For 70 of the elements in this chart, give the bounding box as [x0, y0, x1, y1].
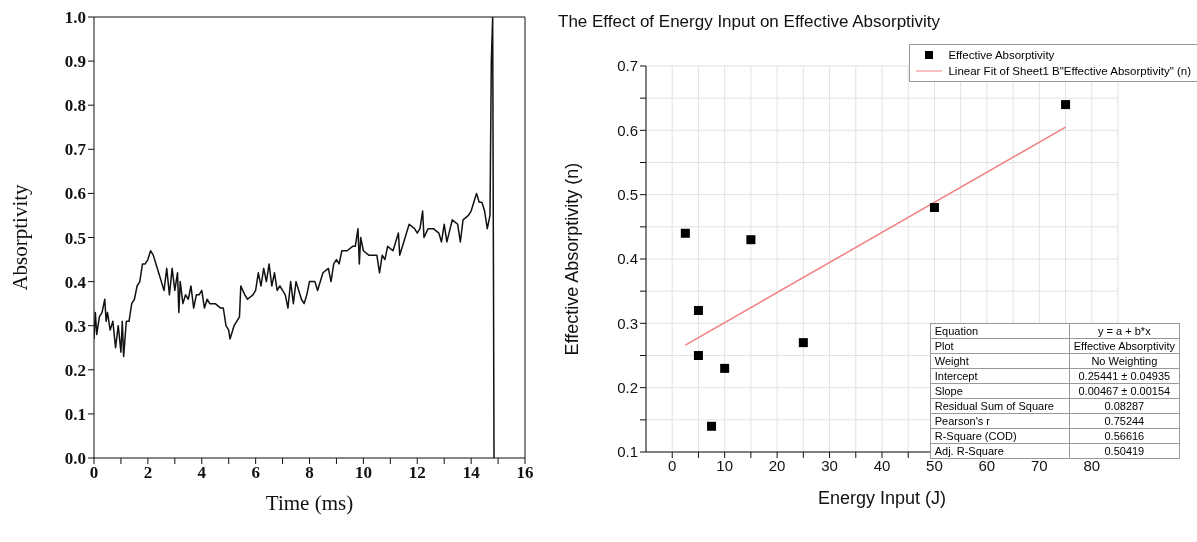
annotation: Pearson's r — [930, 413, 1070, 429]
x-axis-title: Energy Input (J) — [817, 488, 947, 508]
y-tick-label: 0.5 — [64, 228, 86, 248]
y-tick-label: 0.3 — [64, 316, 86, 336]
x-axis-title: Time (ms) — [265, 491, 354, 515]
legend-label: Effective Absorptivity — [948, 48, 1055, 63]
point — [680, 228, 690, 238]
y-tick-label: 0.6 — [64, 184, 86, 204]
annotation: y = a + b*x — [1069, 323, 1180, 339]
x-tick-label: 16 — [516, 463, 534, 483]
x-tick-label: 30 — [821, 456, 838, 474]
y-tick-label: 0.4 — [617, 250, 638, 268]
y-tick-label: 0.6 — [617, 121, 638, 139]
y-tick-label: 0.5 — [617, 185, 638, 203]
annotation: Equation — [930, 323, 1070, 339]
x-tick-label: 0 — [89, 463, 99, 483]
chart-title: The Effect of Energy Input on Effective Absorptivity — [558, 12, 941, 32]
x-tick-label: 12 — [408, 463, 426, 483]
y-tick-label: 0.4 — [64, 272, 87, 292]
annotation: 0.08287 — [1069, 398, 1180, 414]
y-tick-label: 0.1 — [617, 443, 638, 461]
y-tick-label: 1.0 — [64, 8, 86, 28]
x-tick-label: 20 — [768, 456, 786, 474]
x-tick-label: 80 — [1083, 456, 1101, 474]
y-tick-label: 0.8 — [64, 96, 86, 116]
annotation: Intercept — [930, 368, 1070, 384]
x-tick-label: 6 — [251, 463, 260, 483]
annotation: No Weighting — [1069, 353, 1180, 369]
annotation: Weight — [930, 353, 1070, 369]
y-axis-title: Absorptivity — [8, 183, 33, 291]
point — [693, 351, 703, 360]
y-tick-label: 0.0 — [64, 449, 86, 469]
annotation: Adj. R-Square — [930, 443, 1070, 459]
y-tick-label: 0.7 — [617, 57, 638, 75]
point — [746, 235, 756, 245]
x-tick-label: 60 — [978, 456, 996, 474]
x-tick-label: 2 — [143, 463, 153, 483]
legend-label: Linear Fit of Sheet1 B"Effective Absorptivity" (n) — [948, 64, 1191, 79]
x-tick-label: 10 — [354, 463, 372, 483]
y-tick-label: 0.7 — [64, 140, 87, 160]
y-tick-label: 0.3 — [617, 314, 638, 332]
point — [720, 363, 730, 373]
annotation: Effective Absorptivity — [1069, 338, 1180, 354]
y-tick-label: 0.1 — [64, 404, 86, 424]
annotation: 0.56616 — [1069, 428, 1180, 444]
annotation: 0.25441 ± 0.04935 — [1069, 368, 1180, 384]
x-tick-label: 40 — [873, 456, 891, 474]
x-tick-label: 10 — [716, 456, 734, 474]
annotation: Residual Sum of Square — [930, 398, 1070, 414]
annotation: 0.75244 — [1069, 413, 1180, 429]
annotation: Plot — [930, 338, 1070, 354]
x-tick-label: 4 — [197, 463, 207, 483]
y-tick-label: 0.2 — [64, 360, 86, 380]
x-tick-label: 14 — [462, 463, 481, 483]
x-tick-label: 0 — [668, 456, 677, 474]
x-tick-label: 50 — [926, 456, 943, 474]
point — [798, 338, 808, 348]
point — [1061, 100, 1071, 110]
point — [693, 305, 703, 315]
point — [929, 203, 939, 213]
y-tick-label: 0.9 — [64, 52, 86, 72]
annotation: 0.50419 — [1069, 443, 1180, 459]
annotation: 0.00467 ± 0.00154 — [1069, 383, 1180, 399]
y-tick-label: 0.2 — [617, 378, 638, 396]
annotation: Slope — [930, 383, 1070, 399]
y-axis-title: Effective Absorptivity (n) — [562, 162, 583, 356]
x-tick-label: 8 — [305, 463, 314, 483]
point — [707, 421, 717, 431]
x-tick-label: 70 — [1030, 456, 1048, 474]
annotation: R-Square (COD) — [930, 428, 1070, 444]
